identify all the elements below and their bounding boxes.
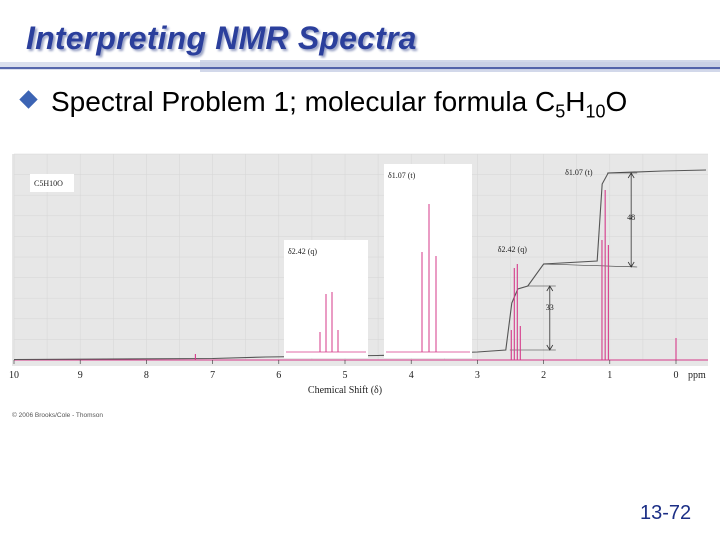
x-tick-label: 2	[541, 370, 546, 381]
x-tick-label: 1	[607, 370, 612, 381]
x-tick-label: 4	[409, 370, 414, 381]
formula-sub-2: 10	[585, 101, 606, 122]
x-tick-label: 10	[9, 370, 19, 381]
integral-value-label: 48	[627, 213, 635, 222]
x-unit-label: ppm	[688, 370, 706, 381]
peak-label-triplet: δ1.07 (t)	[565, 168, 593, 177]
spectrum-peaks	[194, 190, 677, 360]
integral-tick	[543, 263, 638, 268]
x-tick-label: 8	[144, 370, 149, 381]
x-axis-label: Chemical Shift (δ)	[308, 385, 382, 396]
integral-arrow-head	[546, 285, 554, 292]
integral-arrow-head	[627, 261, 635, 268]
inset-quartet: δ2.42 (q)	[284, 240, 368, 358]
x-tick-label: 6	[276, 370, 281, 381]
slide-title: Interpreting NMR Spectra	[26, 20, 417, 56]
bullet-item: Spectral Problem 1; molecular formula C5…	[19, 86, 628, 123]
integral-value-label: 33	[546, 303, 554, 312]
formula-label-box	[30, 174, 74, 192]
title-decoration	[0, 60, 720, 72]
copyright-text: © 2006 Brooks/Cole - Thomson	[12, 412, 104, 419]
inset-triplet-label: δ1.07 (t)	[388, 171, 416, 180]
integral-arrow-head	[627, 172, 635, 179]
x-tick-label: 3	[475, 370, 480, 381]
x-tick-label: 7	[210, 370, 215, 381]
inset-triplet: δ1.07 (t)	[384, 164, 472, 358]
annotations: δ2.42 (q) δ1.07 (t) C5H10O	[30, 168, 593, 254]
page-number: 13-72	[640, 502, 692, 524]
x-tick-label: 9	[78, 370, 83, 381]
diamond-bullet-icon	[19, 90, 38, 109]
inset-quartet-label: δ2.42 (q)	[288, 247, 317, 256]
formula-o: O	[605, 86, 628, 117]
formula-h: H	[565, 86, 586, 117]
title-stripe-2	[0, 62, 720, 70]
formula-sub-1: 5	[555, 101, 566, 122]
bullet-text: Spectral Problem 1; molecular formula C	[51, 86, 556, 117]
peak-label-quartet: δ2.42 (q)	[498, 245, 527, 254]
formula-label: C5H10O	[34, 179, 63, 188]
integral-arrow-head	[546, 344, 554, 351]
x-tick-label: 5	[343, 370, 348, 381]
title-band	[0, 0, 720, 86]
inset-panel	[384, 164, 472, 358]
x-tick-label: 0	[674, 370, 679, 381]
